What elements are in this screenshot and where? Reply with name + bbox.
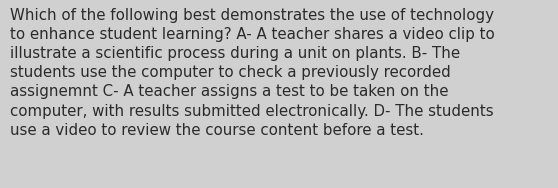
Text: Which of the following best demonstrates the use of technology
to enhance studen: Which of the following best demonstrates… xyxy=(10,8,495,138)
